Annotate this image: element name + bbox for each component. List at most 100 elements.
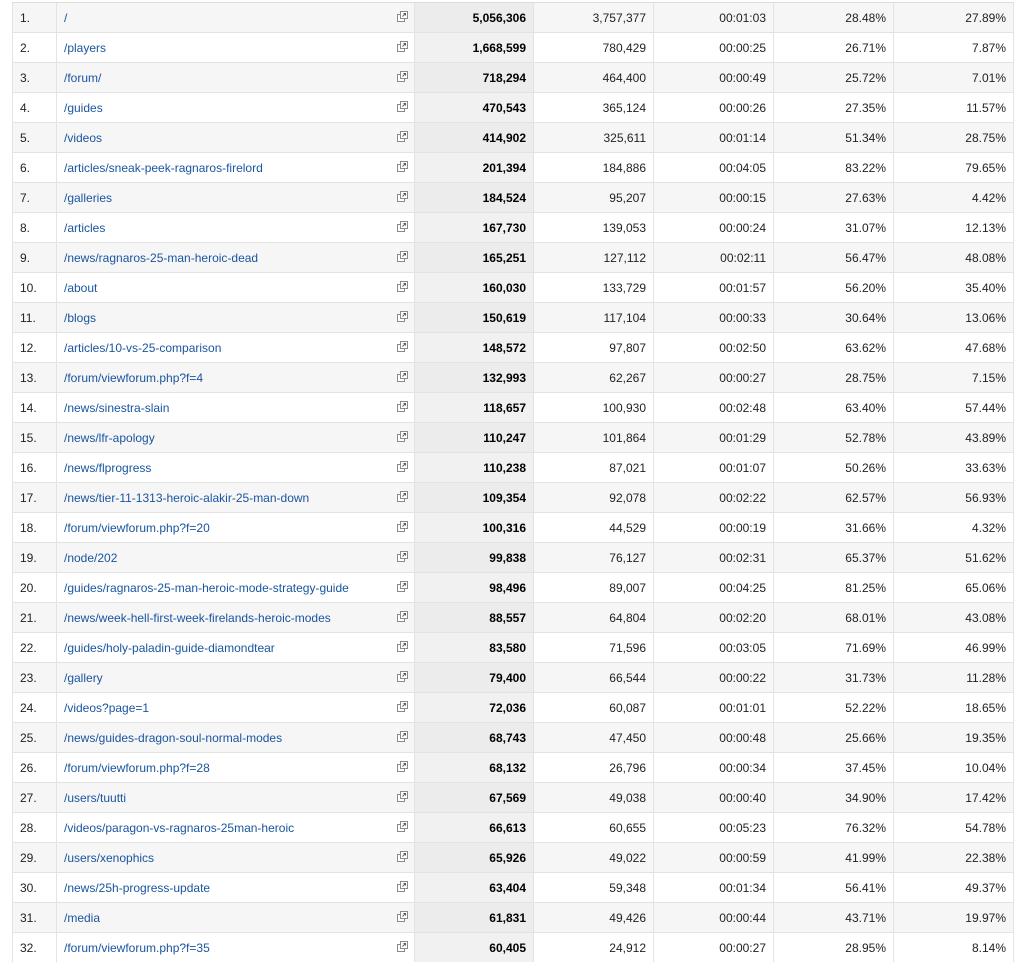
avg-time-value: 00:00:59 — [654, 843, 774, 873]
avg-time-value: 00:01:29 — [654, 423, 774, 453]
page-link[interactable]: /news/tier-11-1313-heroic-alakir-25-man-… — [64, 491, 309, 505]
external-link-icon[interactable] — [397, 41, 408, 52]
page-link[interactable]: /node/202 — [64, 551, 117, 565]
bounce-rate-value: 41.99% — [774, 843, 894, 873]
external-link-icon[interactable] — [397, 131, 408, 142]
page-link[interactable]: /news/guides-dragon-soul-normal-modes — [64, 731, 282, 745]
page-link[interactable]: /news/sinestra-slain — [64, 401, 169, 415]
row-index: 16. — [13, 453, 57, 483]
unique-pageviews-value: 66,544 — [534, 663, 654, 693]
page-link[interactable]: /guides/holy-paladin-guide-diamondtear — [64, 641, 275, 655]
external-link-icon[interactable] — [397, 371, 408, 382]
pageviews-value: 414,902 — [415, 123, 534, 153]
external-link-icon[interactable] — [397, 161, 408, 172]
avg-time-value: 00:00:25 — [654, 33, 774, 63]
page-link[interactable]: /news/25h-progress-update — [64, 881, 210, 895]
external-link-icon[interactable] — [397, 581, 408, 592]
bounce-rate-value: 31.07% — [774, 213, 894, 243]
page-link[interactable]: /videos?page=1 — [64, 701, 149, 715]
external-link-icon[interactable] — [397, 881, 408, 892]
external-link-icon[interactable] — [397, 251, 408, 262]
exit-rate-value: 13.06% — [894, 303, 1014, 333]
external-link-icon[interactable] — [397, 281, 408, 292]
page-link[interactable]: /articles — [64, 221, 105, 235]
external-link-icon[interactable] — [397, 761, 408, 772]
pageviews-value: 72,036 — [415, 693, 534, 723]
page-link[interactable]: /users/xenophics — [64, 851, 154, 865]
page-link[interactable]: /users/tuutti — [64, 791, 126, 805]
external-link-icon[interactable] — [397, 821, 408, 832]
page-link[interactable]: / — [64, 11, 67, 25]
pageviews-value: 110,238 — [415, 453, 534, 483]
page-link[interactable]: /videos/paragon-vs-ragnaros-25man-heroic — [64, 821, 294, 835]
page-link[interactable]: /galleries — [64, 191, 112, 205]
external-link-icon[interactable] — [397, 431, 408, 442]
pageviews-value: 79,400 — [415, 663, 534, 693]
external-link-icon[interactable] — [397, 191, 408, 202]
unique-pageviews-value: 101,864 — [534, 423, 654, 453]
row-index: 31. — [13, 903, 57, 933]
pageviews-value: 63,404 — [415, 873, 534, 903]
unique-pageviews-value: 184,886 — [534, 153, 654, 183]
exit-rate-value: 28.75% — [894, 123, 1014, 153]
external-link-icon[interactable] — [397, 71, 408, 82]
avg-time-value: 00:02:31 — [654, 543, 774, 573]
external-link-icon[interactable] — [397, 851, 408, 862]
exit-rate-value: 11.28% — [894, 663, 1014, 693]
external-link-icon[interactable] — [397, 11, 408, 22]
external-link-icon[interactable] — [397, 731, 408, 742]
external-link-icon[interactable] — [397, 641, 408, 652]
page-link[interactable]: /blogs — [64, 311, 96, 325]
unique-pageviews-value: 3,757,377 — [534, 3, 654, 33]
exit-rate-value: 56.93% — [894, 483, 1014, 513]
page-link[interactable]: /news/lfr-apology — [64, 431, 155, 445]
table-row: 6./articles/sneak-peek-ragnaros-firelord… — [13, 153, 1014, 183]
page-link[interactable]: /news/flprogress — [64, 461, 151, 475]
page-link[interactable]: /forum/viewforum.php?f=20 — [64, 521, 210, 535]
avg-time-value: 00:00:24 — [654, 213, 774, 243]
page-link[interactable]: /guides — [64, 101, 103, 115]
avg-time-value: 00:00:34 — [654, 753, 774, 783]
page-link[interactable]: /players — [64, 41, 106, 55]
page-link[interactable]: /gallery — [64, 671, 103, 685]
avg-time-value: 00:02:20 — [654, 603, 774, 633]
page-link[interactable]: /media — [64, 911, 100, 925]
bounce-rate-value: 63.40% — [774, 393, 894, 423]
page-link[interactable]: /about — [64, 281, 97, 295]
exit-rate-value: 22.38% — [894, 843, 1014, 873]
external-link-icon[interactable] — [397, 491, 408, 502]
external-link-icon[interactable] — [397, 221, 408, 232]
external-link-icon[interactable] — [397, 941, 408, 952]
external-link-icon[interactable] — [397, 401, 408, 412]
external-link-icon[interactable] — [397, 521, 408, 532]
page-link[interactable]: /forum/ — [64, 71, 101, 85]
external-link-icon[interactable] — [397, 701, 408, 712]
page-link[interactable]: /articles/sneak-peek-ragnaros-firelord — [64, 161, 263, 175]
external-link-icon[interactable] — [397, 611, 408, 622]
page-link[interactable]: /news/ragnaros-25-man-heroic-dead — [64, 251, 258, 265]
row-index: 3. — [13, 63, 57, 93]
page-link[interactable]: /forum/viewforum.php?f=4 — [64, 371, 203, 385]
unique-pageviews-value: 62,267 — [534, 363, 654, 393]
pageviews-value: 5,056,306 — [415, 3, 534, 33]
page-link[interactable]: /guides/ragnaros-25-man-heroic-mode-stra… — [64, 581, 349, 595]
exit-rate-value: 19.97% — [894, 903, 1014, 933]
external-link-icon[interactable] — [397, 461, 408, 472]
bounce-rate-value: 31.66% — [774, 513, 894, 543]
page-link[interactable]: /forum/viewforum.php?f=28 — [64, 761, 210, 775]
external-link-icon[interactable] — [397, 341, 408, 352]
page-link[interactable]: /articles/10-vs-25-comparison — [64, 341, 221, 355]
external-link-icon[interactable] — [397, 101, 408, 112]
external-link-icon[interactable] — [397, 911, 408, 922]
external-link-icon[interactable] — [397, 671, 408, 682]
bounce-rate-value: 26.71% — [774, 33, 894, 63]
page-link[interactable]: /news/week-hell-first-week-firelands-her… — [64, 611, 331, 625]
external-link-icon[interactable] — [397, 791, 408, 802]
external-link-icon[interactable] — [397, 551, 408, 562]
page-link[interactable]: /videos — [64, 131, 102, 145]
page-link[interactable]: /forum/viewforum.php?f=35 — [64, 941, 210, 955]
external-link-icon[interactable] — [397, 311, 408, 322]
